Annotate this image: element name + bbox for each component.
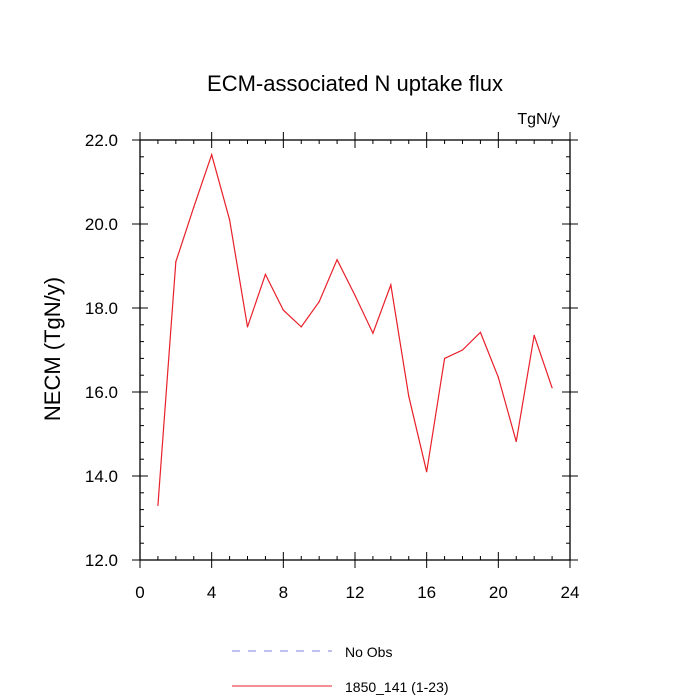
y-axis-label: NECM (TgN/y) (40, 277, 65, 421)
y-tick-label: 14.0 (85, 467, 118, 486)
plot-frame (139, 139, 571, 561)
data-point (336, 259, 338, 261)
data-point (372, 332, 374, 334)
data-point (443, 357, 446, 359)
data-point (551, 387, 553, 389)
data-point (515, 440, 517, 443)
x-tick-label: 4 (207, 583, 216, 602)
y-tick-label: 20.0 (85, 215, 118, 234)
data-point (318, 301, 320, 303)
data-point (461, 349, 464, 351)
data-point (246, 326, 249, 328)
legend-label-no-obs: No Obs (345, 644, 392, 660)
data-point (426, 471, 428, 473)
data-point (175, 261, 177, 263)
x-tick-label: 20 (489, 583, 508, 602)
legend-label-1850-141: 1850_141 (1-23) (345, 679, 449, 695)
y-tick-label: 12.0 (85, 551, 118, 570)
data-point (264, 273, 267, 275)
units-label: TgN/y (517, 111, 560, 128)
data-point (157, 504, 159, 506)
x-tick-label: 12 (346, 583, 365, 602)
data-point (300, 326, 302, 328)
data-point (193, 206, 195, 208)
series-line (157, 152, 553, 506)
y-tick-label: 16.0 (85, 383, 118, 402)
axis-tick-labels: 0 4 8 12 16 20 24 12.0 14.0 16.0 18.0 20.0 22.0 (85, 131, 580, 602)
data-point (479, 331, 482, 333)
data-point (354, 294, 356, 296)
x-tick-label: 8 (279, 583, 288, 602)
legend: No Obs 1850_141 (1-23) (232, 644, 449, 695)
y-tick-label: 22.0 (85, 131, 118, 150)
series-layer (157, 152, 553, 506)
data-point (408, 395, 410, 397)
x-tick-label: 24 (561, 583, 580, 602)
data-point (228, 219, 231, 221)
data-point (390, 284, 392, 286)
data-point (497, 376, 499, 378)
x-tick-label: 16 (417, 583, 436, 602)
data-point (533, 334, 535, 336)
x-tick-label: 0 (135, 583, 144, 602)
data-point (282, 309, 284, 311)
data-point (211, 154, 213, 156)
axis-ticks (132, 132, 578, 568)
y-tick-label: 18.0 (85, 299, 118, 318)
chart-title: ECM-associated N uptake flux (207, 71, 503, 96)
